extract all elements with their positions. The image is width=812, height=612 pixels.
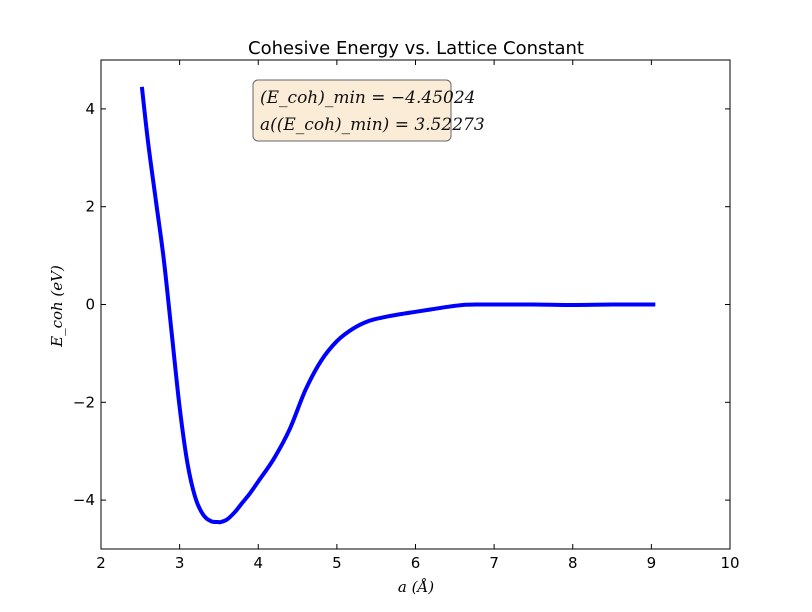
x-tick-label: 10 bbox=[720, 554, 739, 572]
annotation-line-min-energy: (E_coh)_min = −4.45024 bbox=[260, 88, 475, 108]
x-axis-label: a (Å) bbox=[398, 578, 434, 596]
plot-area: 2 3 4 5 6 7 8 9 10 −4 −2 0 2 4 bbox=[73, 59, 740, 572]
annotation-box: (E_coh)_min = −4.45024 a((E_coh)_min) = … bbox=[252, 79, 485, 142]
series-line-0 bbox=[139, 86, 656, 525]
y-tick-label: −2 bbox=[73, 393, 95, 411]
x-tick-label: 8 bbox=[568, 554, 578, 572]
x-tick-label: 4 bbox=[253, 554, 263, 572]
x-tick-label: 3 bbox=[175, 554, 185, 572]
y-axis-label: E_coh (eV) bbox=[48, 265, 66, 348]
x-tick-label: 5 bbox=[332, 554, 342, 572]
y-tick-label: 0 bbox=[85, 296, 95, 314]
annotation-background bbox=[252, 79, 452, 142]
annotation-line-min-lattice: a((E_coh)_min) = 3.52273 bbox=[260, 115, 485, 135]
x-tick-label: 6 bbox=[411, 554, 421, 572]
y-tick-label: −4 bbox=[73, 491, 95, 509]
x-tick-label: 7 bbox=[489, 554, 499, 572]
y-tick-label: 4 bbox=[85, 100, 95, 118]
x-tick-label: 2 bbox=[96, 554, 106, 572]
chart-title: Cohesive Energy vs. Lattice Constant bbox=[248, 38, 584, 59]
x-tick-label: 9 bbox=[647, 554, 657, 572]
y-tick-label: 2 bbox=[85, 198, 95, 216]
